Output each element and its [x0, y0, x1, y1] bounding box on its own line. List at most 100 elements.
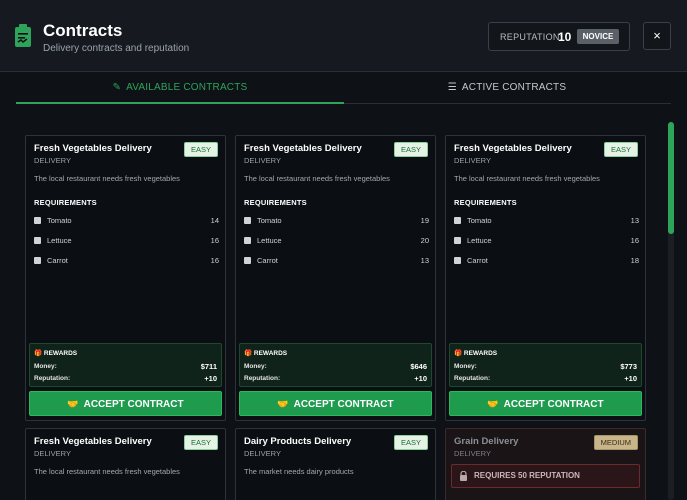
crate-icon [244, 217, 251, 224]
rewards-panel: 🎁 REWARDS Money: $646 Reputation: +10 [239, 343, 432, 387]
lock-icon [460, 471, 467, 481]
crate-icon [244, 257, 251, 264]
crate-icon [454, 217, 461, 224]
requirement-qty: 16 [630, 236, 639, 245]
accept-label: ACCEPT CONTRACT [503, 399, 604, 410]
reputation-value: 10 [558, 30, 572, 44]
requirement-qty: 16 [210, 256, 219, 265]
reputation-reward-label: Reputation: [244, 375, 281, 382]
clipboard-icon [15, 24, 31, 47]
header-bar: Contracts Delivery contracts and reputat… [0, 0, 687, 72]
handshake-icon: 🤝 [67, 399, 79, 409]
rewards-panel: 🎁 REWARDS Money: $711 Reputation: +10 [29, 343, 222, 387]
accept-label: ACCEPT CONTRACT [83, 399, 184, 410]
scrollbar-thumb[interactable] [668, 122, 674, 234]
accept-contract-button[interactable]: 🤝 ACCEPT CONTRACT [449, 391, 642, 416]
contract-description: The local restaurant needs fresh vegetab… [34, 467, 180, 476]
contract-card: Fresh Vegetables Delivery DELIVERY EASY … [445, 135, 646, 421]
contract-type: DELIVERY [34, 449, 71, 458]
contracts-grid[interactable]: Fresh Vegetables Delivery DELIVERY EASY … [16, 113, 676, 500]
close-button[interactable]: × [643, 22, 671, 50]
requirement-row: Tomato 13 [454, 215, 639, 227]
accept-label: ACCEPT CONTRACT [293, 399, 394, 410]
contract-description: The market needs dairy products [244, 467, 354, 476]
difficulty-badge: EASY [393, 142, 428, 157]
scrollbar-track[interactable] [668, 122, 674, 500]
contract-type: DELIVERY [454, 449, 491, 458]
requirement-qty: 13 [630, 216, 639, 225]
tab-bar: ✎ AVAILABLE CONTRACTS ☰ ACTIVE CONTRACTS [16, 73, 671, 104]
contract-title: Dairy Products Delivery [244, 436, 352, 447]
edit-icon: ✎ [112, 82, 122, 93]
contract-card: Dairy Products Delivery DELIVERY EASY Th… [235, 428, 436, 500]
crate-icon [454, 237, 461, 244]
contract-card: Fresh Vegetables Delivery DELIVERY EASY … [25, 135, 226, 421]
reputation-reward-value: +10 [624, 374, 637, 383]
money-label: Money: [454, 363, 477, 370]
rewards-label: REWARDS [43, 350, 78, 357]
contract-card: Fresh Vegetables Delivery DELIVERY EASY … [235, 135, 436, 421]
requirements-heading: REQUIREMENTS [244, 198, 307, 207]
requirement-qty: 14 [210, 216, 219, 225]
contract-type: DELIVERY [34, 156, 71, 165]
contract-title: Fresh Vegetables Delivery [454, 143, 572, 154]
reputation-reward-label: Reputation: [454, 375, 491, 382]
requirement-item: Lettuce [467, 236, 492, 245]
list-check-icon: ☰ [447, 82, 457, 93]
requirement-item: Carrot [257, 256, 278, 265]
difficulty-badge: EASY [183, 435, 218, 450]
handshake-icon: 🤝 [487, 399, 499, 409]
crate-icon [244, 237, 251, 244]
requirement-row: Lettuce 20 [244, 235, 429, 247]
crate-icon [454, 257, 461, 264]
contract-title: Fresh Vegetables Delivery [34, 436, 152, 447]
difficulty-badge: EASY [183, 142, 218, 157]
tab-active-contracts[interactable]: ☰ ACTIVE CONTRACTS [343, 73, 671, 104]
requirement-qty: 16 [210, 236, 219, 245]
reputation-label: REPUTATION: [500, 32, 563, 42]
page-subtitle: Delivery contracts and reputation [43, 43, 190, 54]
requirements-heading: REQUIREMENTS [454, 198, 517, 207]
contract-title: Fresh Vegetables Delivery [34, 143, 152, 154]
requirement-row: Lettuce 16 [34, 235, 219, 247]
requirement-qty: 18 [630, 256, 639, 265]
requirement-row: Carrot 16 [34, 255, 219, 267]
requirement-row: Carrot 18 [454, 255, 639, 267]
contract-description: The local restaurant needs fresh vegetab… [34, 174, 180, 183]
money-value: $646 [410, 362, 427, 371]
money-label: Money: [34, 363, 57, 370]
contract-description: The local restaurant needs fresh vegetab… [244, 174, 390, 183]
locked-requirement-notice: REQUIRES 50 REPUTATION [451, 464, 640, 488]
requirement-row: Lettuce 16 [454, 235, 639, 247]
reputation-panel: REPUTATION: 10 NOVICE [488, 22, 630, 51]
accept-contract-button[interactable]: 🤝 ACCEPT CONTRACT [29, 391, 222, 416]
requirement-item: Lettuce [257, 236, 282, 245]
accept-contract-button[interactable]: 🤝 ACCEPT CONTRACT [239, 391, 432, 416]
requirement-item: Tomato [467, 216, 492, 225]
requirement-row: Carrot 13 [244, 255, 429, 267]
rewards-heading: 🎁 REWARDS [454, 350, 498, 357]
difficulty-badge: EASY [603, 142, 638, 157]
requirement-qty: 13 [420, 256, 429, 265]
requirement-item: Lettuce [47, 236, 72, 245]
requirement-qty: 20 [420, 236, 429, 245]
difficulty-badge: MEDIUM [593, 435, 638, 450]
contract-type: DELIVERY [244, 449, 281, 458]
crate-icon [34, 257, 41, 264]
money-value: $773 [620, 362, 637, 371]
crate-icon [34, 237, 41, 244]
rewards-panel: 🎁 REWARDS Money: $773 Reputation: +10 [449, 343, 642, 387]
requirement-item: Tomato [257, 216, 282, 225]
locked-text: REQUIRES 50 REPUTATION [474, 471, 580, 480]
reputation-reward-value: +10 [204, 374, 217, 383]
rewards-label: REWARDS [463, 350, 498, 357]
tab-available-contracts[interactable]: ✎ AVAILABLE CONTRACTS [16, 73, 344, 104]
contract-description: The local restaurant needs fresh vegetab… [454, 174, 600, 183]
contract-card-locked: Grain Delivery DELIVERY MEDIUM REQUIRES … [445, 428, 646, 500]
rewards-heading: 🎁 REWARDS [34, 350, 78, 357]
reputation-reward-value: +10 [414, 374, 427, 383]
requirement-item: Carrot [47, 256, 68, 265]
contract-title: Fresh Vegetables Delivery [244, 143, 362, 154]
reputation-reward-label: Reputation: [34, 375, 71, 382]
rewards-label: REWARDS [253, 350, 288, 357]
